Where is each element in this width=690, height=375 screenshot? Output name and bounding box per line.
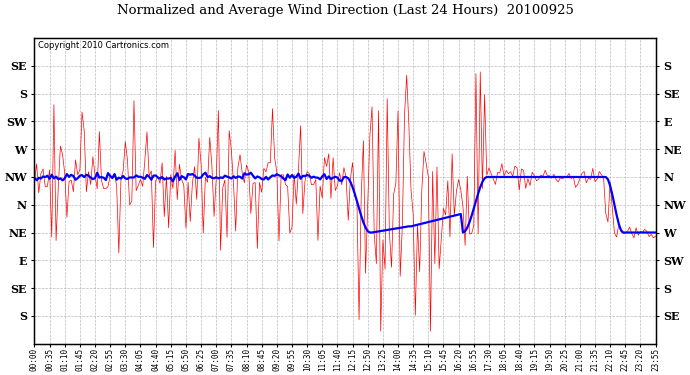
Text: Normalized and Average Wind Direction (Last 24 Hours)  20100925: Normalized and Average Wind Direction (L… [117,4,573,17]
Text: Copyright 2010 Cartronics.com: Copyright 2010 Cartronics.com [37,41,168,50]
